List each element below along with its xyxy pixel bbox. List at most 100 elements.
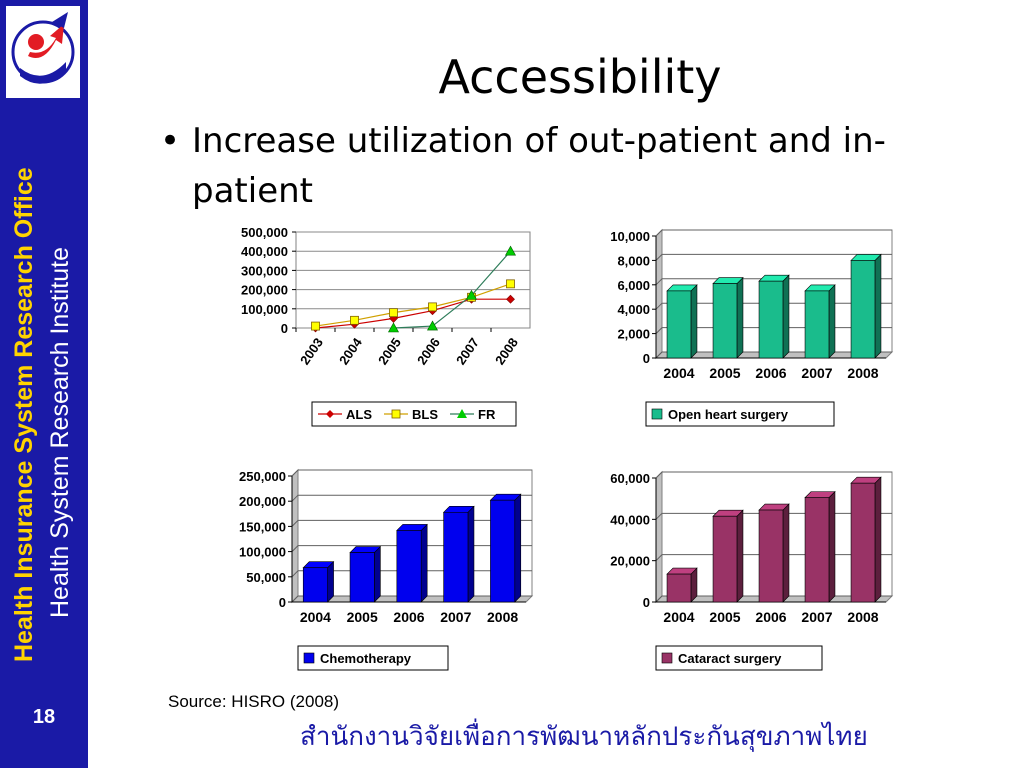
x-tick-label: 2004 [300,609,331,625]
data-point-fr [387,322,400,333]
bar-2007 [443,511,469,603]
legend-swatch [303,652,315,664]
legend-swatch [661,652,673,664]
legend-label-fr: FR [478,407,496,422]
y-tick-label: 8,000 [617,253,650,268]
bar-side [690,284,698,359]
y-tick-label: 6,000 [617,278,650,293]
org-name-primary: Health Insurance System Research Office [10,167,38,662]
x-tick-label: 2005 [709,609,740,625]
bar-2005 [349,552,375,603]
bar-side [828,284,836,359]
org-name-secondary: Health System Research Institute [46,247,74,618]
y-tick-label: 150,000 [239,519,286,534]
bar-2004 [302,567,328,603]
gridline [655,278,892,286]
y-tick-label: 400,000 [241,244,288,259]
series-line-fr [393,250,511,329]
legend-box [645,401,835,427]
y-tick-label: 10,000 [610,229,650,244]
hisro-logo [6,6,80,98]
y-tick-label: 100,000 [239,545,286,560]
open-heart-surgery-bar-chart: 10,000 8,000 6,000 4,000 2,000 0 2004 2005 2006 2… [610,228,894,427]
legend-marker-bls [391,409,401,419]
source-note: Source: HISRO (2008) [168,692,340,711]
data-point-fr [504,245,517,256]
legend-box [311,401,517,427]
plot-side-wall [655,470,663,604]
bar-2004 [666,290,692,359]
bar-2006 [396,530,422,603]
bar-2006 [758,509,784,603]
gridline [655,253,892,261]
bar-side [327,561,334,603]
legend-label: Open heart surgery [668,407,789,422]
y-tick-label: 200,000 [239,494,286,509]
bullet-text-line-1: Increase utilization of out-patient and … [192,121,886,161]
y-tick-label: 0 [643,351,650,366]
data-point-als [506,294,515,304]
chemotherapy-bar-chart: 250,000 200,000 150,000 100,000 50,000 0 2004 2… [239,468,534,671]
bar-2007 [804,497,830,603]
series-line-bls [315,283,511,327]
y-tick-label: 0 [643,595,650,610]
x-tick-label: 2008 [847,365,878,381]
legend-label-als: ALS [346,407,372,422]
x-tick-label: 2005 [347,609,378,625]
bar-2008 [490,499,516,603]
legend-swatch [651,408,663,420]
bar-side [736,276,744,359]
bar-2004 [666,573,692,603]
y-tick-label: 250,000 [239,469,286,484]
y-tick-label: 60,000 [610,471,650,486]
x-tick-label: 2003 [297,335,326,367]
slide-title: Accessibility [438,50,722,104]
data-point-bls [428,302,437,312]
gridline [291,494,532,502]
data-point-bls [350,315,359,325]
y-tick-label: 0 [281,321,288,336]
x-tick-label: 2006 [393,609,424,625]
x-tick-label: 2007 [801,609,832,625]
x-tick-label: 2007 [801,365,832,381]
bar-side [420,523,428,603]
bar-2008 [850,260,876,359]
x-tick-label: 2005 [375,335,404,367]
bar-2007 [804,290,830,359]
legend-box [655,645,823,671]
data-point-bls [506,279,515,289]
x-tick-label: 2004 [663,609,694,625]
plot-side-wall [655,228,663,360]
bar-side [514,493,522,603]
bar-side [874,476,882,603]
bar-side [374,545,381,603]
data-point-bls [389,308,398,318]
data-point-bls [311,321,320,331]
page-number: 18 [32,706,56,728]
x-tick-label: 2006 [755,609,786,625]
x-tick-label: 2006 [755,365,786,381]
legend-marker-fr [457,409,467,418]
bar-2005 [712,283,738,359]
y-tick-label: 40,000 [610,512,650,527]
y-tick-label: 20,000 [610,554,650,569]
data-point-fr [465,289,478,300]
gridline [655,229,892,237]
x-tick-label: 2008 [487,609,518,625]
x-tick-label: 2006 [414,335,443,367]
gridline [655,471,892,479]
bullet-dot-icon: • [160,121,181,161]
legend-label: Chemotherapy [320,651,412,666]
als-bls-fr-line-chart: 500,000 400,000 300,000 200,000 100,000 0 2003… [241,225,531,427]
plot-side-wall [291,468,299,604]
cataract-surgery-bar-chart: 60,000 40,000 20,000 0 2004 2005 2006 2007 2008 C… [610,470,894,671]
y-tick-label: 200,000 [241,283,288,298]
y-tick-label: 2,000 [617,327,650,342]
y-tick-label: 50,000 [246,570,286,585]
bar-2006 [758,280,784,359]
x-tick-label: 2005 [709,365,740,381]
legend-label: Cataract surgery [678,651,782,666]
sidebar: Health Insurance System Research Office … [0,0,88,768]
bar-side [874,253,882,359]
x-tick-label: 2008 [847,609,878,625]
